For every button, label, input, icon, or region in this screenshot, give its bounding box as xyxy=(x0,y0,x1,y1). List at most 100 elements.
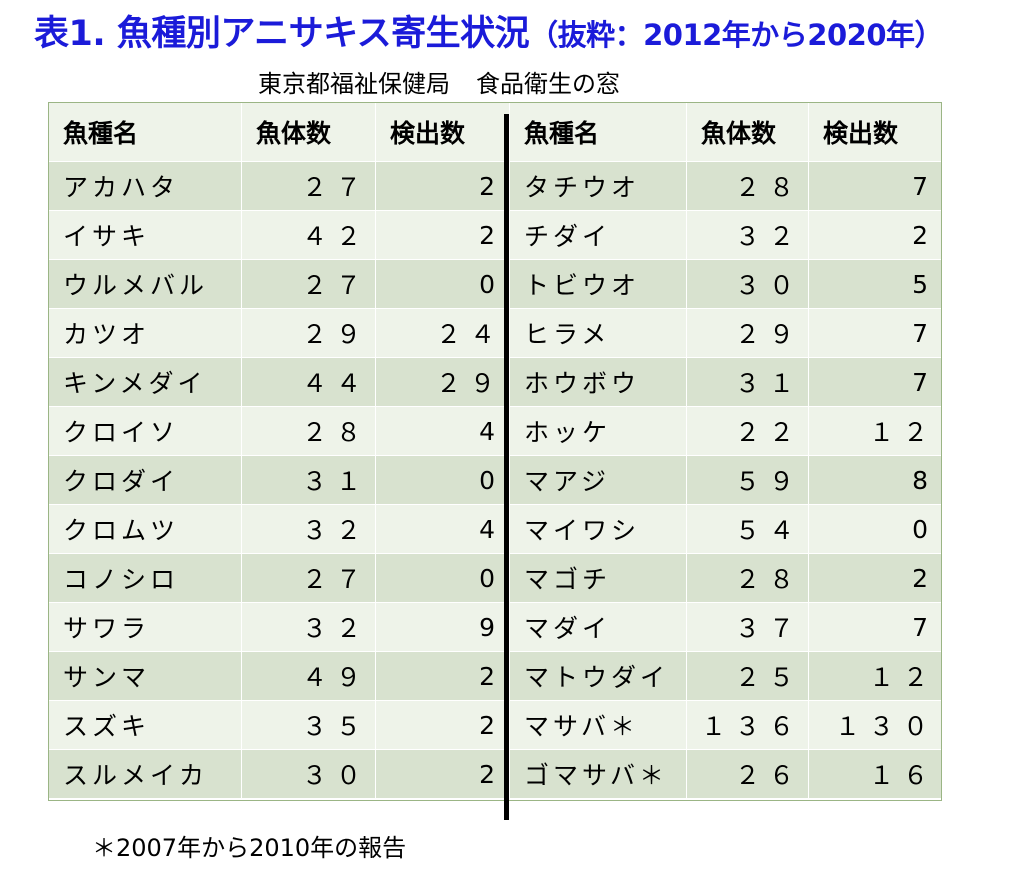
fish-count-left: ２７ xyxy=(241,161,376,211)
detect-count-right: 0 xyxy=(808,504,943,554)
table-row: コノシロ ２７ 0 マゴチ ２８ 2 xyxy=(48,553,943,603)
detect-count-right: 7 xyxy=(808,357,943,407)
fish-name-right: チダイ xyxy=(509,210,687,260)
column-divider xyxy=(504,114,509,820)
header-detect-count-left: 検出数 xyxy=(375,102,510,162)
detect-count-left: 0 xyxy=(375,259,510,309)
fish-name-left: クロイソ xyxy=(48,406,242,456)
detect-count-left: ２９ xyxy=(375,357,510,407)
fish-count-left: ２８ xyxy=(241,406,376,456)
fish-name-right: タチウオ xyxy=(509,161,687,211)
fish-name-left: ウルメバル xyxy=(48,259,242,309)
table-row: イサキ ４２ 2 チダイ ３２ 2 xyxy=(48,210,943,260)
detect-count-right: 2 xyxy=(808,210,943,260)
fish-name-right: マイワシ xyxy=(509,504,687,554)
table-row: サワラ ３２ 9 マダイ ３７ 7 xyxy=(48,602,943,652)
fish-count-left: ３２ xyxy=(241,602,376,652)
fish-name-left: スルメイカ xyxy=(48,749,242,799)
fish-name-left: アカハタ xyxy=(48,161,242,211)
fish-count-left: ４４ xyxy=(241,357,376,407)
fish-name-left: キンメダイ xyxy=(48,357,242,407)
detect-count-left: 4 xyxy=(375,406,510,456)
table-row: カツオ ２９ ２４ ヒラメ ２９ 7 xyxy=(48,308,943,358)
fish-count-right: ３２ xyxy=(686,210,809,260)
fish-name-left: サンマ xyxy=(48,651,242,701)
source-page: 食品衛生の窓 xyxy=(476,70,620,98)
detect-count-right: １２ xyxy=(808,651,943,701)
detect-count-left: 2 xyxy=(375,651,510,701)
fish-name-left: イサキ xyxy=(48,210,242,260)
fish-count-right: ２２ xyxy=(686,406,809,456)
fish-count-right: ３７ xyxy=(686,602,809,652)
table-row: アカハタ ２７ 2 タチウオ ２８ 7 xyxy=(48,161,943,211)
fish-count-left: ２７ xyxy=(241,553,376,603)
detect-count-left: 2 xyxy=(375,700,510,750)
detect-count-right: １２ xyxy=(808,406,943,456)
detect-count-right: 7 xyxy=(808,602,943,652)
fish-count-right: ２５ xyxy=(686,651,809,701)
fish-count-right: ３０ xyxy=(686,259,809,309)
fish-count-right: ２６ xyxy=(686,749,809,799)
detect-count-right: 7 xyxy=(808,161,943,211)
header-fish-name-right: 魚種名 xyxy=(509,102,687,162)
header-fish-count-right: 魚体数 xyxy=(686,102,809,162)
title-main: 表1. 魚種別アニサキス寄生状況 xyxy=(34,14,530,54)
detect-count-left: ２４ xyxy=(375,308,510,358)
fish-name-left: サワラ xyxy=(48,602,242,652)
detect-count-left: 4 xyxy=(375,504,510,554)
header-detect-count-right: 検出数 xyxy=(808,102,943,162)
fish-name-left: カツオ xyxy=(48,308,242,358)
fish-count-left: ２７ xyxy=(241,259,376,309)
fish-name-left: コノシロ xyxy=(48,553,242,603)
fish-count-right: ５４ xyxy=(686,504,809,554)
detect-count-left: 9 xyxy=(375,602,510,652)
detect-count-left: 2 xyxy=(375,161,510,211)
detect-count-left: 0 xyxy=(375,455,510,505)
fish-count-left: ３５ xyxy=(241,700,376,750)
fish-name-right: マトウダイ xyxy=(509,651,687,701)
fish-name-right: ホウボウ xyxy=(509,357,687,407)
table-row: クロイソ ２８ 4 ホッケ ２２ １２ xyxy=(48,406,943,456)
fish-count-left: ４９ xyxy=(241,651,376,701)
fish-count-right: ２８ xyxy=(686,553,809,603)
title-period: （抜粋：2012年から2020年） xyxy=(529,18,944,52)
fish-count-left: ３２ xyxy=(241,504,376,554)
detect-count-right: 8 xyxy=(808,455,943,505)
fish-count-right: ２８ xyxy=(686,161,809,211)
table-row: スズキ ３５ 2 マサバ＊ １３６ １３０ xyxy=(48,700,943,750)
fish-name-right: マゴチ xyxy=(509,553,687,603)
fish-name-left: スズキ xyxy=(48,700,242,750)
fish-name-right: マダイ xyxy=(509,602,687,652)
table-row: サンマ ４９ 2 マトウダイ ２５ １２ xyxy=(48,651,943,701)
fish-name-right: ゴマサバ＊ xyxy=(509,749,687,799)
fish-count-left: ２９ xyxy=(241,308,376,358)
fish-name-right: ホッケ xyxy=(509,406,687,456)
table-row: クロムツ ３２ 4 マイワシ ５４ 0 xyxy=(48,504,943,554)
fish-count-right: ２９ xyxy=(686,308,809,358)
detect-count-right: １３０ xyxy=(808,700,943,750)
footnote: ＊2007年から2010年の報告 xyxy=(92,834,407,862)
table-row: キンメダイ ４４ ２９ ホウボウ ３１ 7 xyxy=(48,357,943,407)
fish-count-right: １３６ xyxy=(686,700,809,750)
table-row: スルメイカ ３０ 2 ゴマサバ＊ ２６ １６ xyxy=(48,749,943,799)
header-fish-count-left: 魚体数 xyxy=(241,102,376,162)
fish-count-left: ３１ xyxy=(241,455,376,505)
fish-count-right: ３１ xyxy=(686,357,809,407)
detect-count-right: １６ xyxy=(808,749,943,799)
table-header-row: 魚種名 魚体数 検出数 魚種名 魚体数 検出数 xyxy=(48,102,943,162)
detect-count-left: 2 xyxy=(375,210,510,260)
detect-count-left: 0 xyxy=(375,553,510,603)
fish-count-left: ３０ xyxy=(241,749,376,799)
table-row: クロダイ ３１ 0 マアジ ５９ 8 xyxy=(48,455,943,505)
fish-name-right: マアジ xyxy=(509,455,687,505)
detect-count-right: 7 xyxy=(808,308,943,358)
detect-count-left: 2 xyxy=(375,749,510,799)
header-fish-name-left: 魚種名 xyxy=(48,102,242,162)
anisakis-table: 魚種名 魚体数 検出数 魚種名 魚体数 検出数 アカハタ ２７ 2 タチウオ ２８ 7 イサ… xyxy=(48,102,943,799)
page-title: 表1. 魚種別アニサキス寄生状況（抜粋：2012年から2020年） xyxy=(34,4,1024,64)
fish-name-left: クロダイ xyxy=(48,455,242,505)
fish-name-right: トビウオ xyxy=(509,259,687,309)
source-line: 東京都福祉保健局 食品衛生の窓 xyxy=(258,64,620,104)
fish-name-left: クロムツ xyxy=(48,504,242,554)
source-org: 東京都福祉保健局 xyxy=(258,70,450,98)
